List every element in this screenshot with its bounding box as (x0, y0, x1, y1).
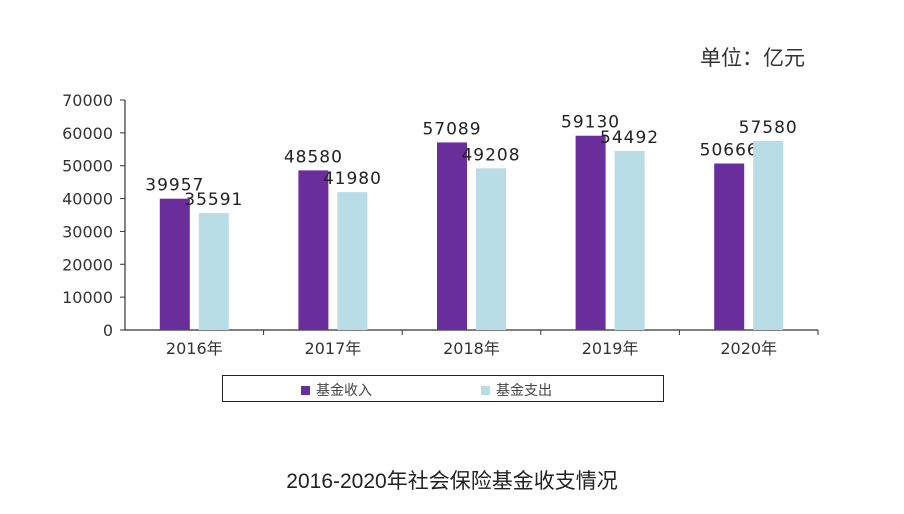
chart-caption: 2016-2020年社会保险基金收支情况 (286, 470, 618, 493)
data-label: 59130 (561, 113, 620, 133)
y-tick-label: 40000 (62, 190, 113, 209)
y-tick-label: 50000 (62, 157, 113, 176)
data-label: 41980 (323, 169, 382, 189)
data-label: 57089 (422, 119, 481, 139)
data-label: 49208 (461, 145, 520, 165)
data-label: 48580 (284, 147, 343, 167)
bar (159, 198, 190, 330)
legend-label-expense: 基金支出 (496, 383, 552, 399)
data-label: 54492 (600, 128, 659, 148)
bar (753, 140, 784, 330)
legend-label-income: 基金收入 (316, 383, 372, 399)
x-tick-label: 2020年 (720, 339, 777, 358)
data-label: 50666 (700, 141, 759, 161)
y-tick-label: 10000 (62, 288, 113, 307)
bar (714, 163, 745, 330)
y-tick-label: 0 (103, 321, 113, 340)
y-tick-label: 60000 (62, 124, 113, 143)
bar (575, 135, 606, 330)
bar (614, 150, 645, 330)
data-label: 39957 (145, 176, 204, 196)
bar (437, 142, 467, 330)
chart-legend: 基金收入 基金支出 (222, 375, 664, 402)
y-tick-label: 30000 (62, 222, 113, 241)
y-tick-label: 20000 (62, 255, 113, 274)
data-label: 35591 (184, 190, 243, 210)
x-tick-label: 2019年 (582, 339, 639, 358)
x-tick-label: 2017年 (305, 339, 362, 358)
data-label: 57580 (739, 118, 798, 138)
x-tick-label: 2016年 (166, 339, 223, 358)
bar (337, 192, 368, 330)
y-tick-label: 70000 (62, 91, 113, 110)
unit-label: 单位：亿元 (700, 46, 805, 70)
bar (298, 170, 329, 330)
legend-item-income: 基金收入 (301, 380, 372, 400)
legend-swatch-income (301, 385, 310, 395)
legend-swatch-expense (481, 385, 490, 395)
bar (198, 213, 229, 330)
x-tick-label: 2018年 (443, 339, 500, 358)
bar (476, 168, 506, 330)
legend-item-expense: 基金支出 (481, 380, 552, 400)
